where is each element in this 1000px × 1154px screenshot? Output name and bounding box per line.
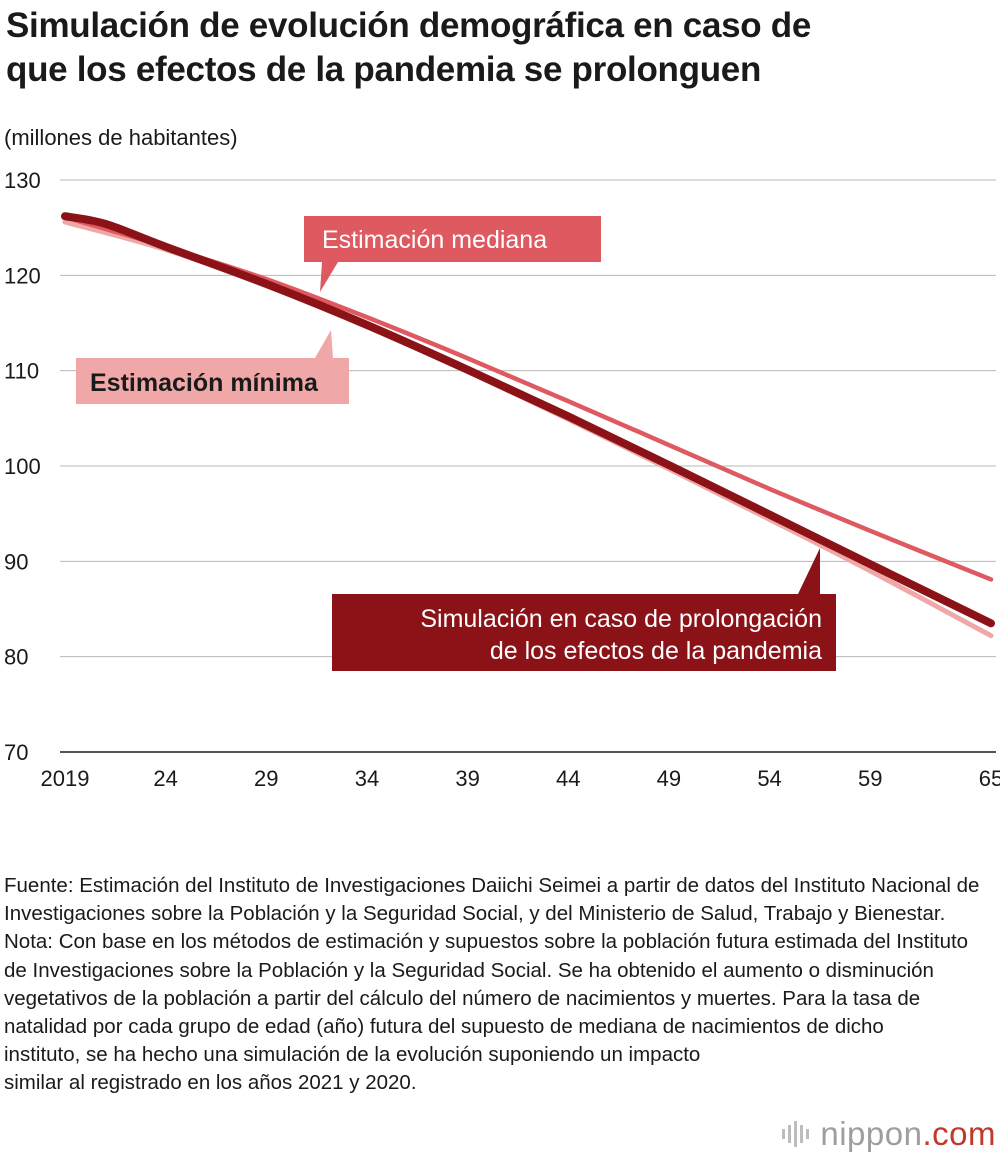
series-line-2 — [61, 212, 995, 628]
logo-bars-icon — [782, 1121, 812, 1147]
y-tick-label: 90 — [4, 549, 28, 574]
callout-label-1-line-0: Estimación mínima — [90, 369, 319, 397]
chart-title-line-1: Simulación de evolución demográfica en c… — [6, 6, 812, 45]
callout-pointer-0 — [320, 262, 338, 292]
series-line-0 — [62, 219, 994, 639]
series-labels: Estimación mediana Estimación mínima Simul… — [76, 216, 836, 671]
y-axis-unit-label: (millones de habitantes) — [4, 125, 238, 150]
callout-label-2-line-1: de los efectos de la pandemia — [490, 637, 822, 665]
logo-suffix: .com — [922, 1115, 996, 1152]
chart-title: Simulación de evolución demográfica en c… — [6, 4, 996, 92]
x-tick-label: 2019 — [41, 766, 90, 791]
x-tick-label: 44 — [556, 766, 580, 791]
x-tick-label: 49 — [657, 766, 681, 791]
callout-pointer-1 — [315, 330, 333, 358]
logo-name: nippon — [820, 1115, 923, 1152]
y-axis-ticks: 70 80 90 100 110 120 130 — [4, 168, 41, 765]
x-tick-label: 59 — [858, 766, 882, 791]
source-text: Fuente: Estimación del Instituto de Inve… — [4, 874, 980, 926]
callout-box-1 — [76, 358, 349, 404]
logo-wordmark: nippon.com — [820, 1115, 996, 1153]
series-lines — [61, 212, 995, 639]
source-notes: Fuente: Estimación del Instituto de Inve… — [4, 872, 994, 1098]
x-tick-label: 24 — [153, 766, 177, 791]
x-axis-ticks: 2019 24 29 34 39 44 49 54 59 65 — [41, 766, 1000, 791]
y-tick-label: 120 — [4, 263, 41, 288]
y-tick-label: 80 — [4, 645, 28, 670]
note-text: Nota: Con base en los métodos de estimac… — [4, 930, 969, 1039]
y-tick-label: 130 — [4, 168, 41, 193]
line-chart: (millones de habitantes) 70 80 90 100 110 120… — [4, 125, 1000, 791]
callout-label-0-line-0: Estimación mediana — [322, 226, 547, 254]
callout-label-2-line-0: Simulación en caso de prolongación — [420, 605, 822, 633]
x-tick-label: 54 — [757, 766, 781, 791]
x-tick-label: 29 — [254, 766, 278, 791]
callout-pointer-2 — [798, 548, 820, 594]
callout-box-0 — [304, 216, 601, 262]
x-tick-label: 65 — [979, 766, 1000, 791]
note-text-tail: instituto, se ha hecho una simulación de… — [4, 1043, 701, 1095]
callout-box-2 — [332, 594, 836, 671]
x-tick-label: 34 — [355, 766, 379, 791]
x-tick-label: 39 — [455, 766, 479, 791]
y-tick-label: 70 — [4, 740, 28, 765]
y-tick-label: 110 — [4, 359, 39, 384]
chart-title-line-2: que los efectos de la pandemia se prolon… — [6, 50, 762, 89]
y-tick-label: 100 — [4, 454, 41, 479]
nippon-logo: nippon.com — [782, 1114, 996, 1154]
